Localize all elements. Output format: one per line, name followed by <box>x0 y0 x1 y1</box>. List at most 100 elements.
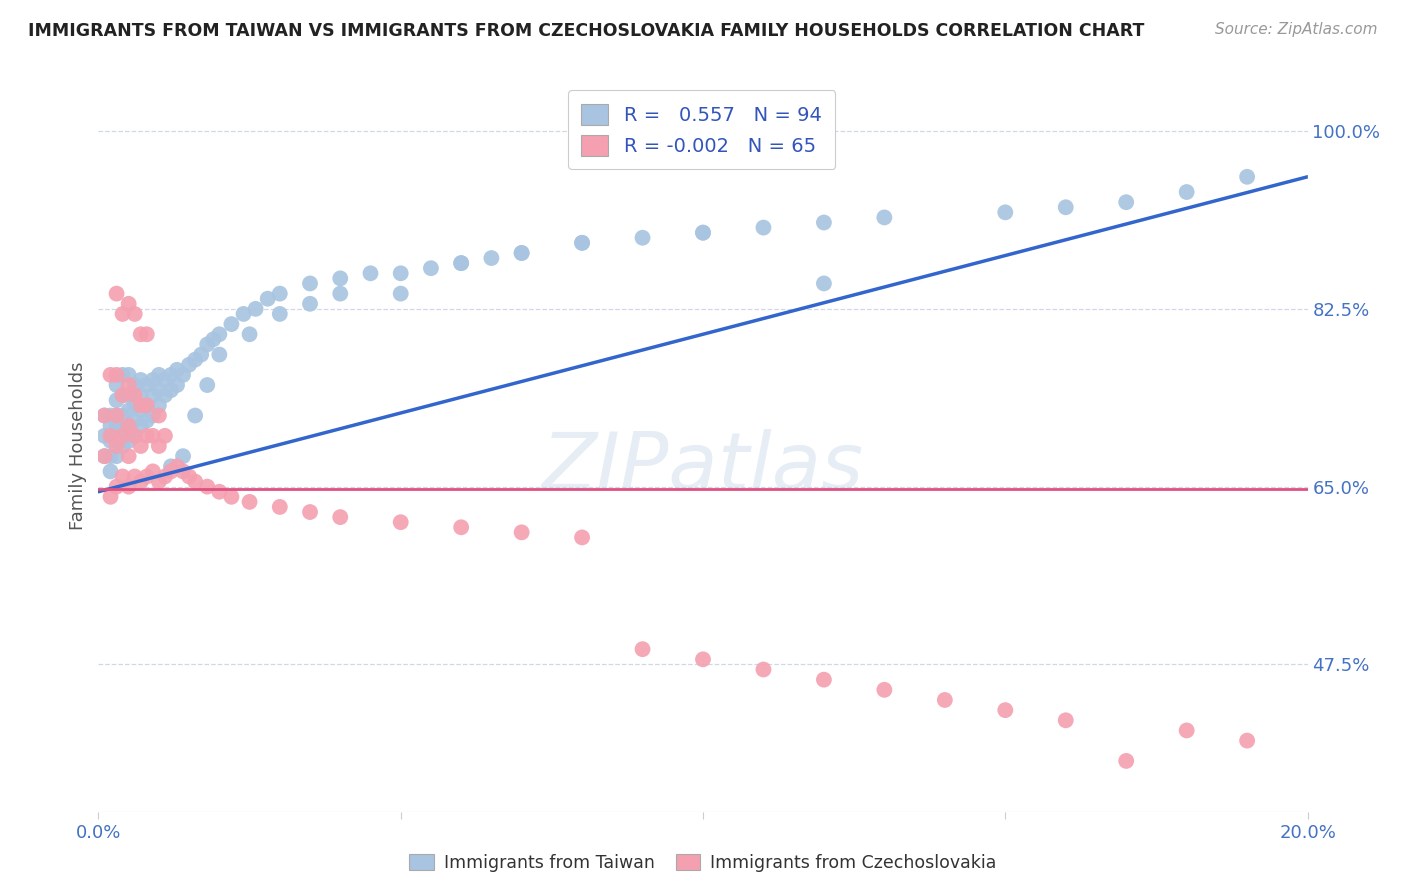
Point <box>100 464 122 478</box>
Point <box>135 327 157 342</box>
Point <box>221 490 243 504</box>
Point <box>124 429 146 443</box>
Point <box>813 277 835 291</box>
Point <box>118 403 141 417</box>
Point <box>329 271 352 285</box>
Text: Source: ZipAtlas.com: Source: ZipAtlas.com <box>1215 22 1378 37</box>
Point <box>118 418 141 433</box>
Point <box>245 301 267 316</box>
Point <box>153 469 176 483</box>
Point <box>873 211 896 225</box>
Point <box>129 398 152 412</box>
Point <box>1175 723 1198 738</box>
Point <box>1054 714 1077 728</box>
Point <box>124 307 146 321</box>
Point <box>692 652 714 666</box>
Point <box>160 464 183 478</box>
Point <box>100 409 122 423</box>
Point <box>124 414 146 428</box>
Point <box>160 459 183 474</box>
Point <box>208 347 231 362</box>
Point <box>752 220 775 235</box>
Point <box>195 378 218 392</box>
Point <box>160 368 183 382</box>
Point <box>190 347 212 362</box>
Point <box>118 434 141 448</box>
Point <box>93 409 115 423</box>
Point <box>221 317 243 331</box>
Point <box>111 469 134 483</box>
Point <box>124 469 146 483</box>
Legend: R =   0.557   N = 94, R = -0.002   N = 65: R = 0.557 N = 94, R = -0.002 N = 65 <box>568 90 835 169</box>
Legend: Immigrants from Taiwan, Immigrants from Czechoslovakia: Immigrants from Taiwan, Immigrants from … <box>402 847 1004 879</box>
Point <box>142 464 165 478</box>
Point <box>124 388 146 402</box>
Point <box>105 409 128 423</box>
Point <box>135 429 157 443</box>
Point <box>135 414 157 428</box>
Point <box>153 429 176 443</box>
Point <box>93 429 115 443</box>
Point <box>269 307 291 321</box>
Point <box>571 235 593 250</box>
Point <box>148 409 170 423</box>
Point <box>142 373 165 387</box>
Point <box>510 525 533 540</box>
Point <box>111 388 134 402</box>
Point <box>93 409 115 423</box>
Point <box>105 368 128 382</box>
Point <box>124 398 146 412</box>
Point <box>873 682 896 697</box>
Point <box>208 484 231 499</box>
Y-axis label: Family Households: Family Households <box>69 362 87 530</box>
Point <box>129 475 152 489</box>
Point <box>450 256 472 270</box>
Point <box>166 378 188 392</box>
Point <box>118 297 141 311</box>
Point <box>329 286 352 301</box>
Point <box>118 368 141 382</box>
Point <box>148 398 170 412</box>
Point <box>481 251 503 265</box>
Point <box>172 464 194 478</box>
Point <box>239 327 262 342</box>
Point <box>105 434 128 448</box>
Point <box>100 429 122 443</box>
Point <box>389 515 412 529</box>
Point <box>111 388 134 402</box>
Point <box>100 418 122 433</box>
Point <box>118 418 141 433</box>
Point <box>153 373 176 387</box>
Point <box>450 520 472 534</box>
Point <box>172 368 194 382</box>
Point <box>153 388 176 402</box>
Point <box>389 266 412 280</box>
Point <box>148 383 170 397</box>
Point <box>105 286 128 301</box>
Point <box>93 449 115 463</box>
Point <box>934 693 956 707</box>
Point <box>1115 754 1137 768</box>
Point <box>111 424 134 438</box>
Point <box>118 449 141 463</box>
Point <box>129 327 152 342</box>
Point <box>135 398 157 412</box>
Point <box>172 449 194 463</box>
Point <box>148 368 170 382</box>
Point <box>129 403 152 417</box>
Point <box>256 292 278 306</box>
Point <box>420 261 443 276</box>
Point <box>105 393 128 408</box>
Point <box>692 226 714 240</box>
Point <box>1175 185 1198 199</box>
Point <box>184 475 207 489</box>
Point <box>1236 169 1258 184</box>
Point <box>100 368 122 382</box>
Point <box>329 510 352 524</box>
Point <box>129 388 152 402</box>
Point <box>129 439 152 453</box>
Point <box>450 256 472 270</box>
Point <box>994 205 1017 219</box>
Point <box>105 439 128 453</box>
Point <box>571 235 593 250</box>
